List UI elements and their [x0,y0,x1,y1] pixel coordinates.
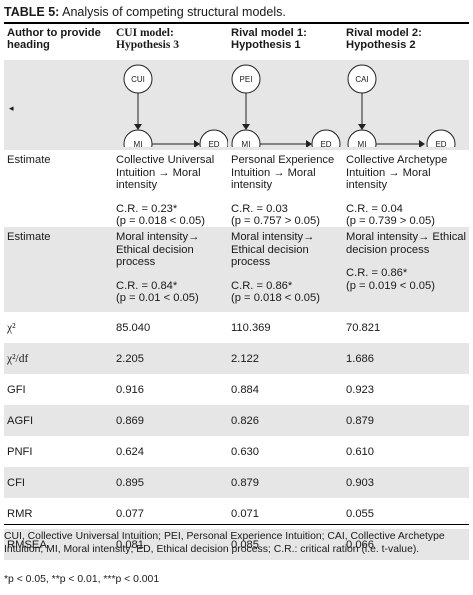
stat-value: 0.081 [113,529,228,561]
cr-value: C.R. = 0.84* [116,279,178,292]
footnote-abbreviations: CUI, Collective Universal Intuition; PEI… [4,531,445,555]
ed-node-label: ED [320,140,331,147]
row-label: Estimate [4,227,113,313]
stat-value: 0.869 [113,405,228,437]
p-value: (p = 0.739 > 0.05) [346,215,435,228]
path-text: Collective Universal Intuition → Moral i… [116,154,215,192]
diagram-rival-model-2: CAI MI ED [343,60,469,159]
mi-node-label: MI [242,140,251,147]
stat-row-rmsea: RMSEA 0.081 0.085 0.066 [4,529,469,561]
p-value: (p = 0.01 < 0.05) [116,292,199,305]
pei-node-label: PEI [240,75,253,84]
stat-label: RMSEA [4,529,113,561]
cr-value: C.R. = 0.04 [346,202,403,215]
stat-label: AGFI [4,405,113,437]
stat-value: 0.884 [231,383,259,396]
estimate-cell: Personal Experience Intuition → Moral in… [228,150,343,227]
stat-value: 0.903 [343,467,469,499]
estimate-cell: Moral intensity→ Ethical decision proces… [113,227,228,313]
stat-row-gfi: GFI 0.916 0.884 0.923 [4,374,469,405]
stat-value: 1.686 [343,343,469,375]
cr-value: C.R. = 0.86* [346,267,408,280]
stat-row-cfi: CFI 0.895 0.879 0.903 [4,467,469,499]
stat-value: 2.122 [228,343,343,375]
stat-value: 0.879 [343,405,469,437]
path-text: Collective Archetype Intuition → Moral i… [346,154,448,192]
diagram-rival-model-1: PEI MI ED [228,60,343,159]
stat-value: 0.066 [343,529,469,561]
cr-value: C.R. = 0.03 [231,202,288,215]
p-value: (p = 0.019 < 0.05) [346,279,435,292]
stat-label: CFI [4,467,113,499]
stat-row-pnfi: PNFI 0.624 0.630 0.610 [4,436,469,467]
table-label: TABLE 5: [4,5,60,19]
stat-value: 0.895 [113,467,228,499]
cr-value: C.R. = 0.86* [231,279,293,292]
p-value: (p = 0.018 < 0.05) [116,215,205,228]
header-row: Author to provide heading CUI model: Hyp… [4,24,469,60]
stat-row-chi2-df: χ²/df 2.205 2.122 1.686 [4,343,469,375]
table-title: Analysis of competing structural models. [59,5,286,19]
col-header-rival-model-1: Rival model 1: Hypothesis 1 [231,27,307,52]
stat-value: 0.085 [228,529,343,561]
path-text: Personal Experience Intuition → Moral in… [231,154,335,192]
stat-value: 0.630 [231,445,259,458]
stat-value: 0.879 [228,467,343,499]
diagram-row: ◂ CUI MI ED PEI MI [4,60,469,159]
table-caption: TABLE 5: Analysis of competing structura… [4,3,469,24]
stat-value: 0.826 [228,405,343,437]
stat-value: 2.205 [113,343,228,375]
path-text: Moral intensity→ Ethical decision proces… [231,231,315,269]
stat-row-rmr: RMR 0.077 0.071 0.055 [4,498,469,529]
ed-node-label: ED [435,140,446,147]
estimate-cell: Collective Universal Intuition → Moral i… [113,150,228,227]
stat-value: 0.071 [231,507,259,520]
stat-value: 0.077 [116,507,144,520]
mi-node-label: MI [134,140,143,147]
stat-value: 110.369 [231,321,271,334]
col-header-rival-model-2: Rival model 2: Hypothesis 2 [346,27,422,52]
stat-value: 0.916 [116,383,144,396]
col-header-cui-model: CUI model: Hypothesis 3 [116,27,179,52]
structural-models-table: Author to provide heading CUI model: Hyp… [4,24,469,561]
mi-node-label: MI [358,140,367,147]
row-label: Estimate [7,154,51,167]
stat-label: RMR [7,507,33,520]
stat-value: 0.610 [346,445,374,458]
stat-row-agfi: AGFI 0.869 0.826 0.879 [4,405,469,437]
stat-value: 70.821 [346,321,381,334]
cui-node-label: CUI [131,75,145,84]
col-header-author: Author to provide heading [7,27,101,52]
estimate-row-2: Estimate Moral intensity→ Ethical decisi… [4,227,469,313]
estimate-cell: Moral intensity→ Ethical decision proces… [228,227,343,313]
stat-label: PNFI [7,445,33,458]
estimate-row-1: Estimate Collective Universal Intuition … [4,150,469,227]
p-value: (p = 0.018 < 0.05) [231,292,320,305]
path-diagram-pei: PEI MI ED [231,64,341,159]
stat-value: 0.923 [346,383,374,396]
stat-value: 0.624 [116,445,144,458]
stat-value: 85.040 [116,321,151,334]
stat-label: χ²/df [4,343,113,375]
ed-node-label: ED [208,140,219,147]
left-arrow-cell: ◂ [4,60,113,151]
stat-label: GFI [7,383,26,396]
cai-node-label: CAI [355,75,368,84]
path-diagram-cui: CUI MI ED [123,64,229,159]
path-text: Moral intensity→ Ethical decision proces… [346,231,466,256]
footnote-significance: *p < 0.05, **p < 0.01, ***p < 0.001 [4,574,160,585]
table-bottom-rule [4,524,469,525]
diagram-cui-model: CUI MI ED [113,60,229,159]
path-text: Moral intensity→ Ethical decision proces… [116,231,200,269]
stat-label: χ² [7,321,16,334]
path-diagram-cai: CAI MI ED [347,64,456,159]
stat-row-chi2: χ² 85.040 110.369 70.821 [4,312,469,343]
cr-value: C.R. = 0.23* [116,202,178,215]
estimate-cell: Collective Archetype Intuition → Moral i… [343,150,469,227]
p-value: (p = 0.757 > 0.05) [231,215,320,228]
stat-value: 0.055 [346,507,374,520]
left-triangle-icon: ◂ [9,103,14,113]
estimate-cell: Moral intensity→ Ethical decision proces… [343,227,469,313]
